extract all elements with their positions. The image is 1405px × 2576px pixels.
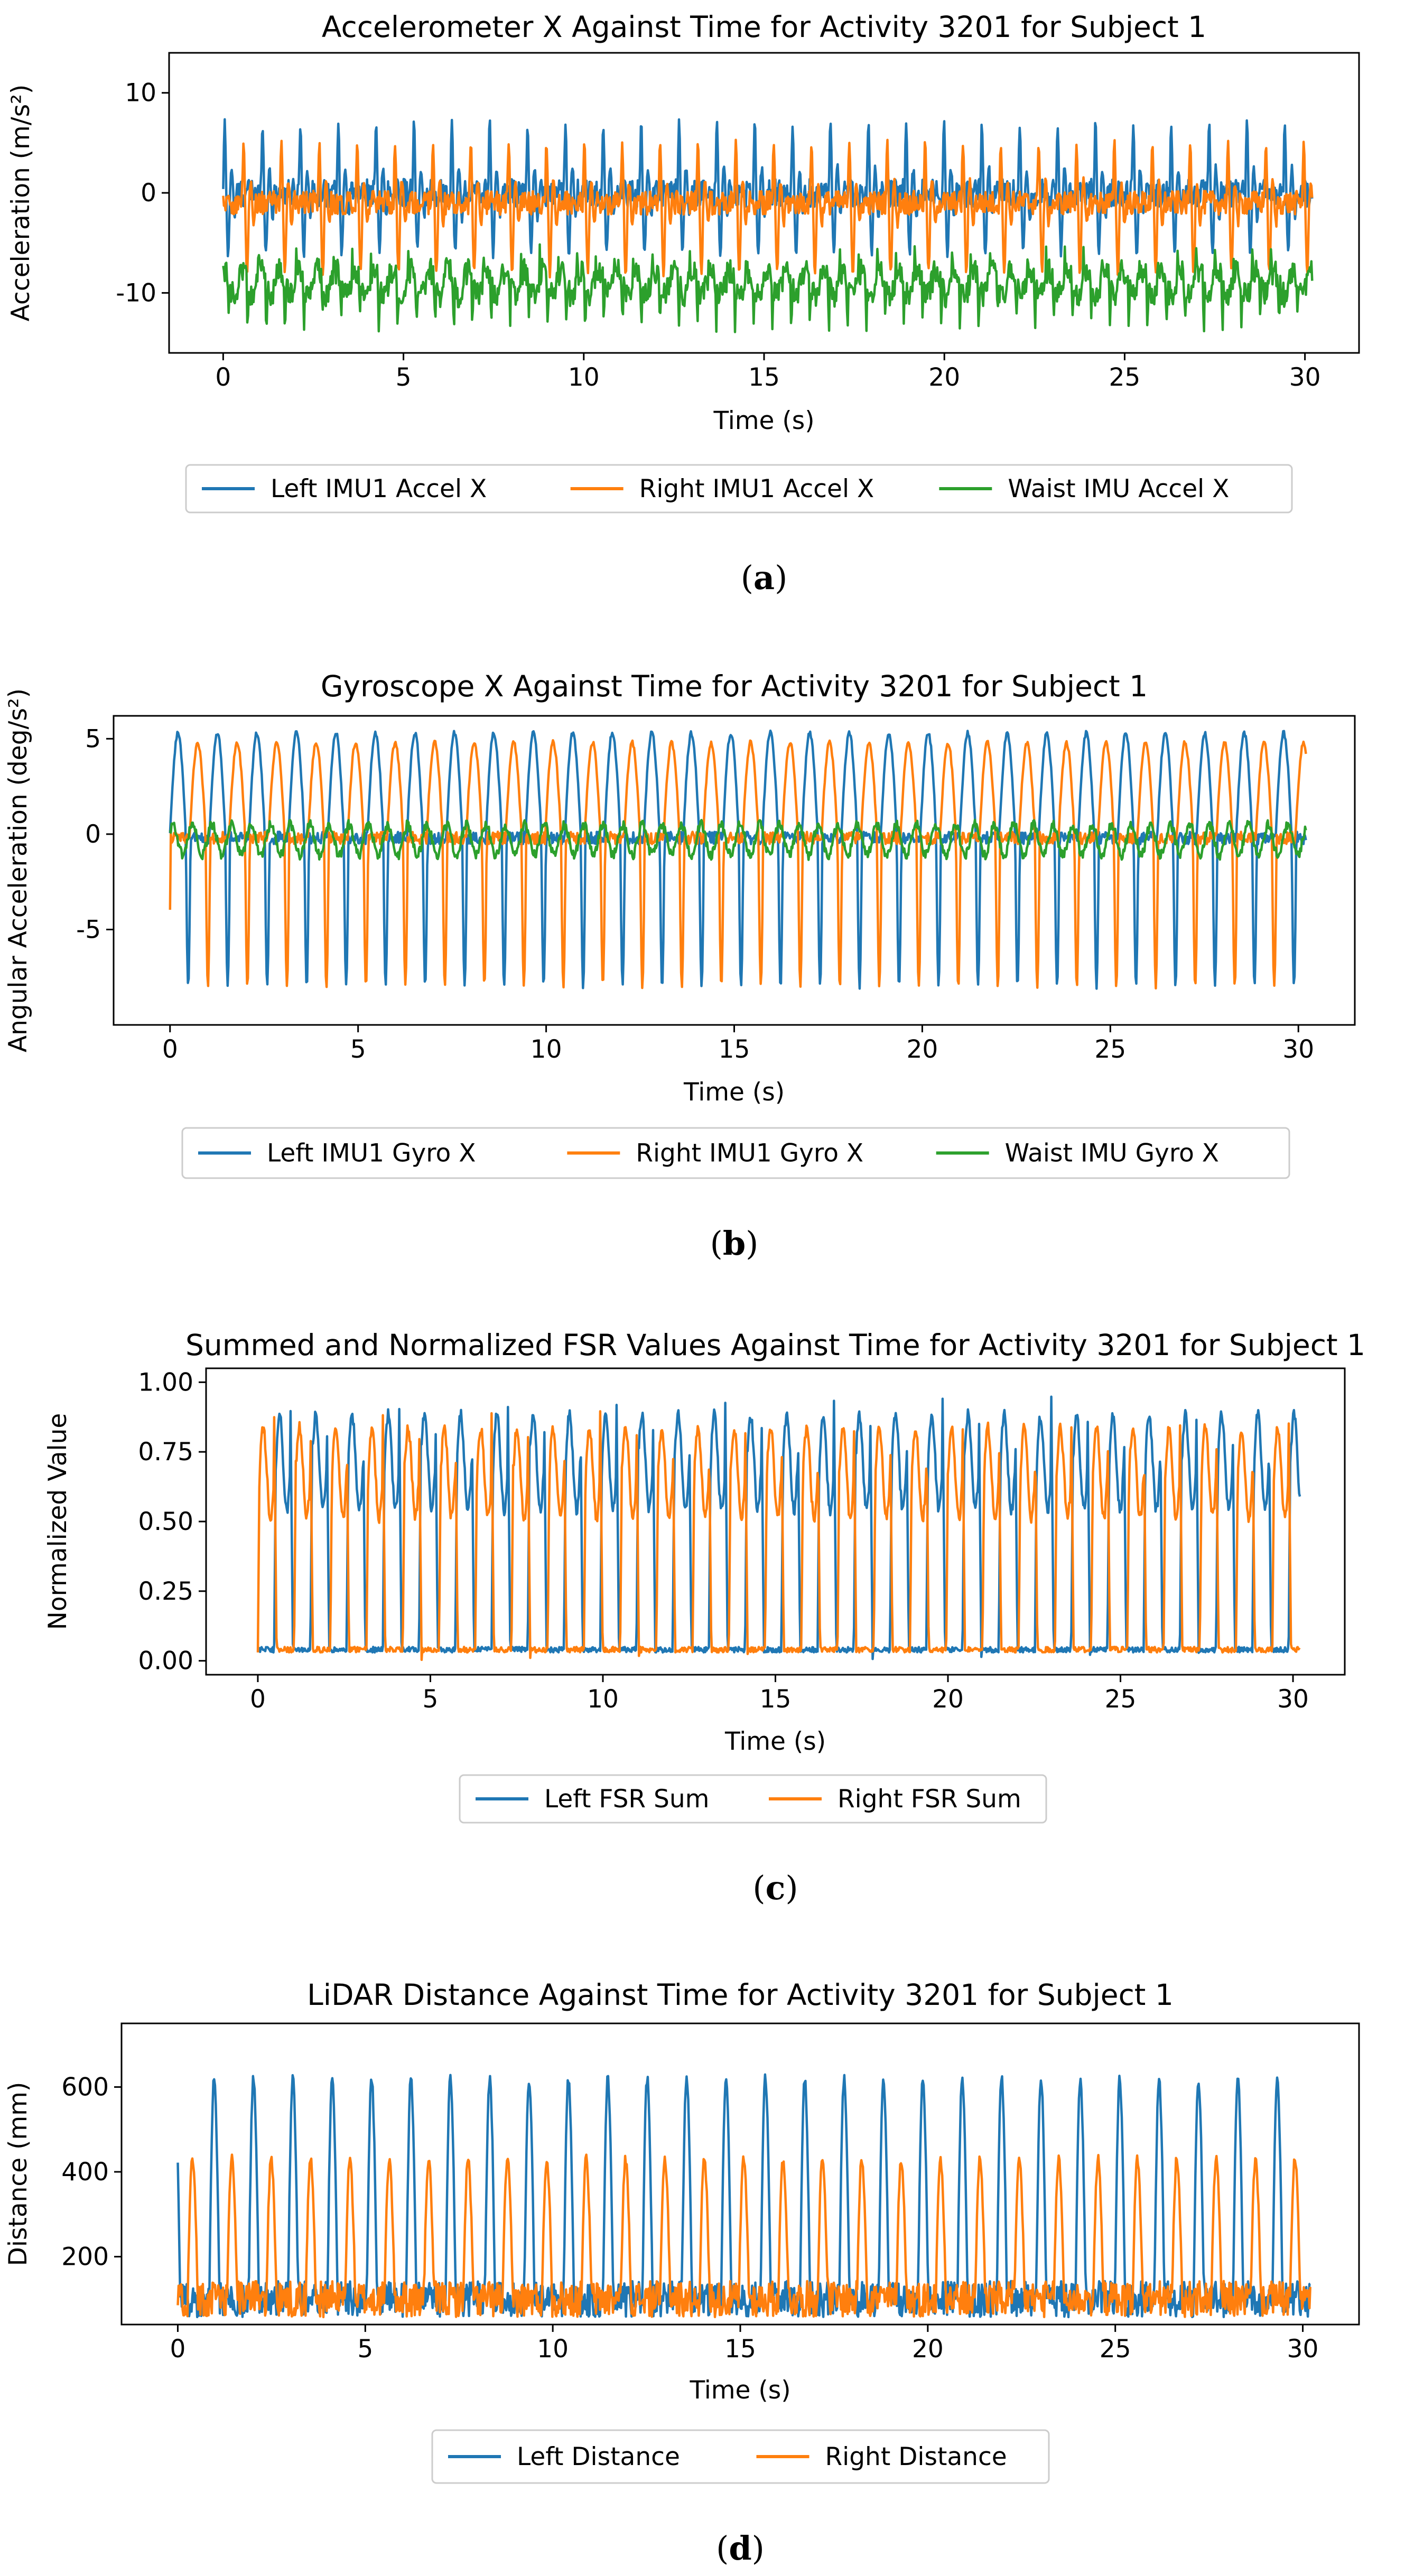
chart-title: Gyroscope X Against Time for Activity 32… bbox=[321, 669, 1148, 703]
x-tick-label: 20 bbox=[907, 1035, 938, 1064]
x-tick-label: 0 bbox=[250, 1685, 266, 1714]
chart-panel-d: 0 5 10 15 20 25 30 200 400 600 LiDAR Distance Agai… bbox=[4, 1978, 1360, 2568]
x-axis-label: Time (s) bbox=[683, 1078, 785, 1107]
y-tick-label: 0.50 bbox=[138, 1507, 193, 1536]
series-line-waist-imu-accel-x bbox=[222, 243, 1314, 333]
series-line-right-imu1-gyro-x bbox=[169, 739, 1307, 990]
legend-box bbox=[459, 1774, 1047, 1824]
y-tick-label: 600 bbox=[61, 2073, 109, 2102]
legend-label-left-imu1-gyro-x: Left IMU1 Gyro X bbox=[267, 1139, 476, 1168]
chart-title: Summed and Normalized FSR Values Against… bbox=[185, 1328, 1365, 1362]
legend-box bbox=[185, 464, 1293, 514]
legend-label-right-distance: Right Distance bbox=[825, 2442, 1007, 2471]
legend-box bbox=[181, 1127, 1290, 1179]
x-tick-label: 25 bbox=[1094, 1035, 1126, 1064]
y-tick-label: -5 bbox=[76, 915, 101, 944]
series-line-waist-imu-gyro-x bbox=[169, 818, 1307, 861]
y-tick-label: 1.00 bbox=[138, 1368, 193, 1397]
x-axis-label: Time (s) bbox=[713, 406, 814, 435]
x-tick-label: 30 bbox=[1287, 2335, 1319, 2364]
x-tick-label: 5 bbox=[396, 363, 412, 392]
x-tick-label: 20 bbox=[928, 363, 960, 392]
x-tick-label: 25 bbox=[1105, 1685, 1137, 1714]
legend-label-right-imu1-accel-x: Right IMU1 Accel X bbox=[639, 474, 874, 503]
x-tick-label: 0 bbox=[215, 363, 231, 392]
x-tick-label: 25 bbox=[1109, 363, 1141, 392]
series-line-right-imu1-accel-x bbox=[222, 138, 1314, 279]
chart-panel-b: 0 5 10 15 20 25 30 -5 0 5 Gyroscope X Against Time… bbox=[4, 669, 1356, 1263]
figure-caption: (a) bbox=[741, 558, 788, 597]
series-line-left-distance bbox=[176, 2073, 1311, 2319]
x-tick-label: 5 bbox=[423, 1685, 439, 1714]
x-tick-label: 0 bbox=[170, 2335, 186, 2364]
plot-frame bbox=[205, 1367, 1346, 1676]
series-line-left-imu1-accel-x bbox=[222, 118, 1314, 259]
x-tick-label: 30 bbox=[1289, 363, 1321, 392]
x-axis-label: Time (s) bbox=[689, 2376, 790, 2405]
x-tick-label: 15 bbox=[724, 2335, 756, 2364]
y-axis-label: Distance (mm) bbox=[4, 2082, 33, 2266]
y-tick-label: -10 bbox=[116, 278, 156, 307]
legend-label-waist-imu-gyro-x: Waist IMU Gyro X bbox=[1005, 1139, 1219, 1168]
legend-label-right-fsr-sum: Right FSR Sum bbox=[838, 1785, 1021, 1814]
x-tick-label: 20 bbox=[912, 2335, 944, 2364]
x-tick-label: 30 bbox=[1277, 1685, 1309, 1714]
legend-label-left-fsr-sum: Left FSR Sum bbox=[544, 1785, 709, 1814]
y-tick-label: 0 bbox=[141, 179, 156, 208]
x-tick-label: 10 bbox=[568, 363, 600, 392]
y-tick-label: 5 bbox=[85, 724, 101, 753]
x-tick-label: 20 bbox=[932, 1685, 964, 1714]
x-tick-label: 25 bbox=[1100, 2335, 1131, 2364]
series-line-left-fsr-sum bbox=[256, 1395, 1301, 1660]
series-line-right-distance bbox=[176, 2153, 1311, 2319]
x-tick-label: 5 bbox=[357, 2335, 373, 2364]
y-tick-label: 0.00 bbox=[138, 1647, 193, 1676]
x-tick-label: 0 bbox=[162, 1035, 178, 1064]
legend-box bbox=[431, 2429, 1050, 2484]
x-tick-label: 5 bbox=[350, 1035, 366, 1064]
figure-caption: (c) bbox=[752, 1869, 798, 1907]
y-tick-label: 0.75 bbox=[138, 1438, 193, 1467]
y-axis-label: Normalized Value bbox=[43, 1413, 72, 1630]
chart-title: LiDAR Distance Against Time for Activity… bbox=[307, 1978, 1174, 2012]
series-line-right-fsr-sum bbox=[256, 1410, 1301, 1662]
x-tick-label: 15 bbox=[760, 1685, 792, 1714]
chart-title: Accelerometer X Against Time for Activit… bbox=[322, 10, 1206, 44]
chart-panel-c: 0 5 10 15 20 25 30 0.00 0.25 0.50 0.75 1.00 Summed a… bbox=[43, 1328, 1365, 1907]
figure-caption: (d) bbox=[716, 2529, 765, 2568]
x-tick-label: 15 bbox=[748, 363, 780, 392]
x-axis-label: Time (s) bbox=[724, 1727, 826, 1756]
legend-label-left-imu1-accel-x: Left IMU1 Accel X bbox=[271, 474, 487, 503]
x-tick-label: 10 bbox=[537, 2335, 569, 2364]
legend-label-right-imu1-gyro-x: Right IMU1 Gyro X bbox=[636, 1139, 863, 1168]
legend-label-left-distance: Left Distance bbox=[517, 2442, 680, 2471]
x-tick-label: 15 bbox=[719, 1035, 750, 1064]
y-tick-label: 0 bbox=[85, 820, 101, 849]
x-tick-label: 10 bbox=[587, 1685, 619, 1714]
legend-label-waist-imu-accel-x: Waist IMU Accel X bbox=[1008, 474, 1229, 503]
series-line-left-imu1-gyro-x bbox=[169, 729, 1307, 990]
figure-caption: (b) bbox=[710, 1224, 759, 1263]
chart-panel-a: 0 5 10 15 20 25 30 -10 0 10 Accelerometer X Agains… bbox=[6, 10, 1360, 597]
x-tick-label: 30 bbox=[1282, 1035, 1314, 1064]
x-tick-label: 10 bbox=[531, 1035, 562, 1064]
y-axis-label: Angular Acceleration (deg/s²) bbox=[4, 688, 33, 1052]
y-axis-label: Acceleration (m/s²) bbox=[6, 85, 35, 322]
y-tick-label: 10 bbox=[125, 79, 156, 108]
y-tick-label: 0.25 bbox=[138, 1577, 193, 1606]
y-tick-label: 200 bbox=[61, 2243, 109, 2272]
y-tick-label: 400 bbox=[61, 2158, 109, 2187]
